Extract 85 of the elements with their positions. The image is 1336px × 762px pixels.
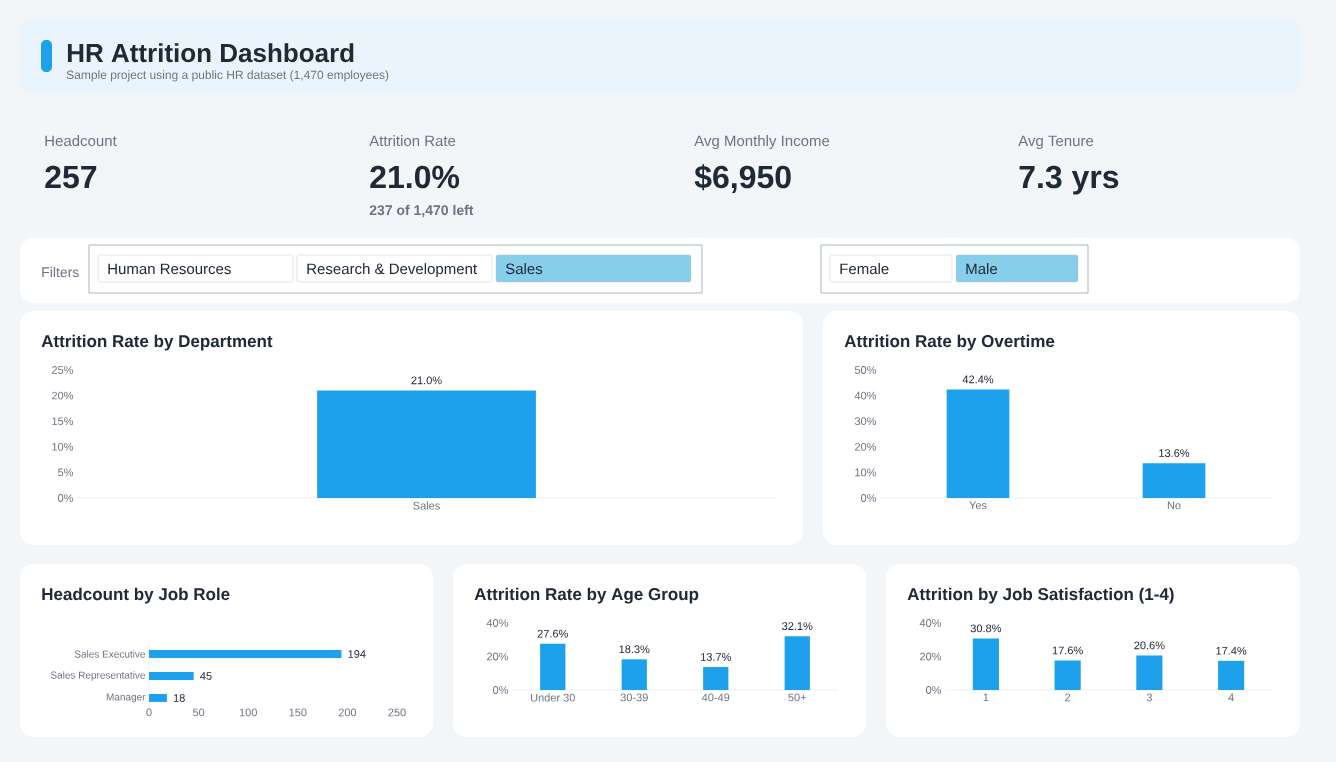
data-label: 42.4% xyxy=(962,375,994,384)
bar xyxy=(972,638,999,690)
category-label: Sales xyxy=(505,263,543,275)
y-tick-label: 15% xyxy=(52,417,74,426)
bar xyxy=(149,650,342,658)
category-label: Male xyxy=(966,263,998,275)
bar xyxy=(1218,660,1245,690)
category-label: Human Resources xyxy=(108,263,231,275)
x-tick-label: 250 xyxy=(388,708,406,717)
y-tick-label: 20% xyxy=(487,652,509,661)
x-tick-label: 40-49 xyxy=(701,693,730,702)
chart-title: Attrition Rate by Department xyxy=(41,334,273,351)
text: Filters xyxy=(42,266,79,278)
bar xyxy=(703,667,729,690)
y-tick-label: 20% xyxy=(855,442,877,451)
x-tick-label: 50+ xyxy=(788,693,807,702)
data-label: 13.6% xyxy=(1159,449,1190,457)
data-label: 30.8% xyxy=(970,624,1002,633)
text: 237 of 1,470 left xyxy=(369,204,474,218)
data-label: 17.6% xyxy=(1052,646,1083,655)
x-tick-label: 30-39 xyxy=(620,693,648,702)
x-tick-label: No xyxy=(1167,501,1181,510)
data-label: 32.1% xyxy=(782,622,813,631)
bar xyxy=(1136,655,1163,690)
data-label: 18.3% xyxy=(619,645,650,654)
x-tick-label: 1 xyxy=(983,693,989,702)
x-tick-label: 4 xyxy=(1228,693,1234,702)
text: Sample project using a public HR dataset (1,470 employees) xyxy=(66,70,389,82)
x-tick-label: 200 xyxy=(338,708,357,717)
y-tick-label: 40% xyxy=(486,619,509,627)
x-tick-label: Yes xyxy=(969,501,987,510)
chart-title: Headcount by Job Role xyxy=(42,587,230,604)
y-tick-label: 0% xyxy=(861,494,877,502)
chart-title: Attrition Rate by Overtime xyxy=(844,334,1055,351)
text: Avg Monthly Income xyxy=(694,135,830,150)
bar xyxy=(1054,660,1081,690)
text: 257 xyxy=(45,165,97,189)
text: Avg Tenure xyxy=(1018,135,1094,150)
data-label: 194 xyxy=(348,650,366,658)
text: 21.0% xyxy=(370,165,460,189)
data-label: 13.7% xyxy=(700,653,731,661)
bar xyxy=(540,643,566,690)
x-tick-label: Under 30 xyxy=(530,693,575,702)
y-tick-label: 30% xyxy=(854,417,877,426)
bar xyxy=(149,672,194,680)
data-label: 20.6% xyxy=(1134,641,1165,650)
x-tick-label: 3 xyxy=(1146,693,1152,702)
x-tick-label: 100 xyxy=(239,708,257,717)
y-tick-label: 50% xyxy=(854,366,877,374)
x-tick-label: 150 xyxy=(289,708,307,717)
y-tick-label: 20% xyxy=(920,652,942,661)
y-tick-label: 0% xyxy=(58,494,74,502)
y-tick-label: 20% xyxy=(52,391,74,400)
data-label: 45 xyxy=(200,672,212,680)
y-tick-label: Sales Executive xyxy=(74,650,146,658)
chart-title: Attrition by Job Satisfaction (1-4) xyxy=(907,587,1174,604)
y-tick-label: 0% xyxy=(926,686,942,694)
text: Headcount xyxy=(45,135,117,147)
data-label: 21.0% xyxy=(411,376,442,385)
x-tick-label: 0 xyxy=(146,708,152,717)
y-tick-label: 40% xyxy=(854,391,877,400)
category-label: Research & Development xyxy=(307,263,477,278)
y-tick-label: 0% xyxy=(493,686,509,694)
data-label: 17.4% xyxy=(1216,646,1247,655)
y-tick-label: Manager xyxy=(106,693,146,703)
x-tick-label: Sales xyxy=(413,501,440,510)
y-tick-label: 5% xyxy=(58,468,74,477)
text: HR Attrition Dashboard xyxy=(67,43,354,63)
y-tick-label: 25% xyxy=(52,366,74,374)
bar xyxy=(621,659,647,690)
text: $6,950 xyxy=(694,164,791,193)
bar xyxy=(149,694,167,702)
x-tick-label: 50 xyxy=(192,708,205,717)
y-tick-label: 10% xyxy=(855,468,877,477)
category-label: Female xyxy=(840,263,889,275)
y-tick-label: Sales Representative xyxy=(50,671,145,681)
chart-title: Attrition Rate by Age Group xyxy=(474,587,699,604)
data-label: 27.6% xyxy=(537,629,568,638)
bar xyxy=(784,636,810,690)
text: Attrition Rate xyxy=(369,135,456,147)
text: 7.3 yrs xyxy=(1019,165,1119,195)
x-tick-label: 2 xyxy=(1065,693,1071,702)
data-label: 18 xyxy=(173,694,185,702)
y-tick-label: 10% xyxy=(52,442,74,451)
y-tick-label: 40% xyxy=(919,619,942,627)
